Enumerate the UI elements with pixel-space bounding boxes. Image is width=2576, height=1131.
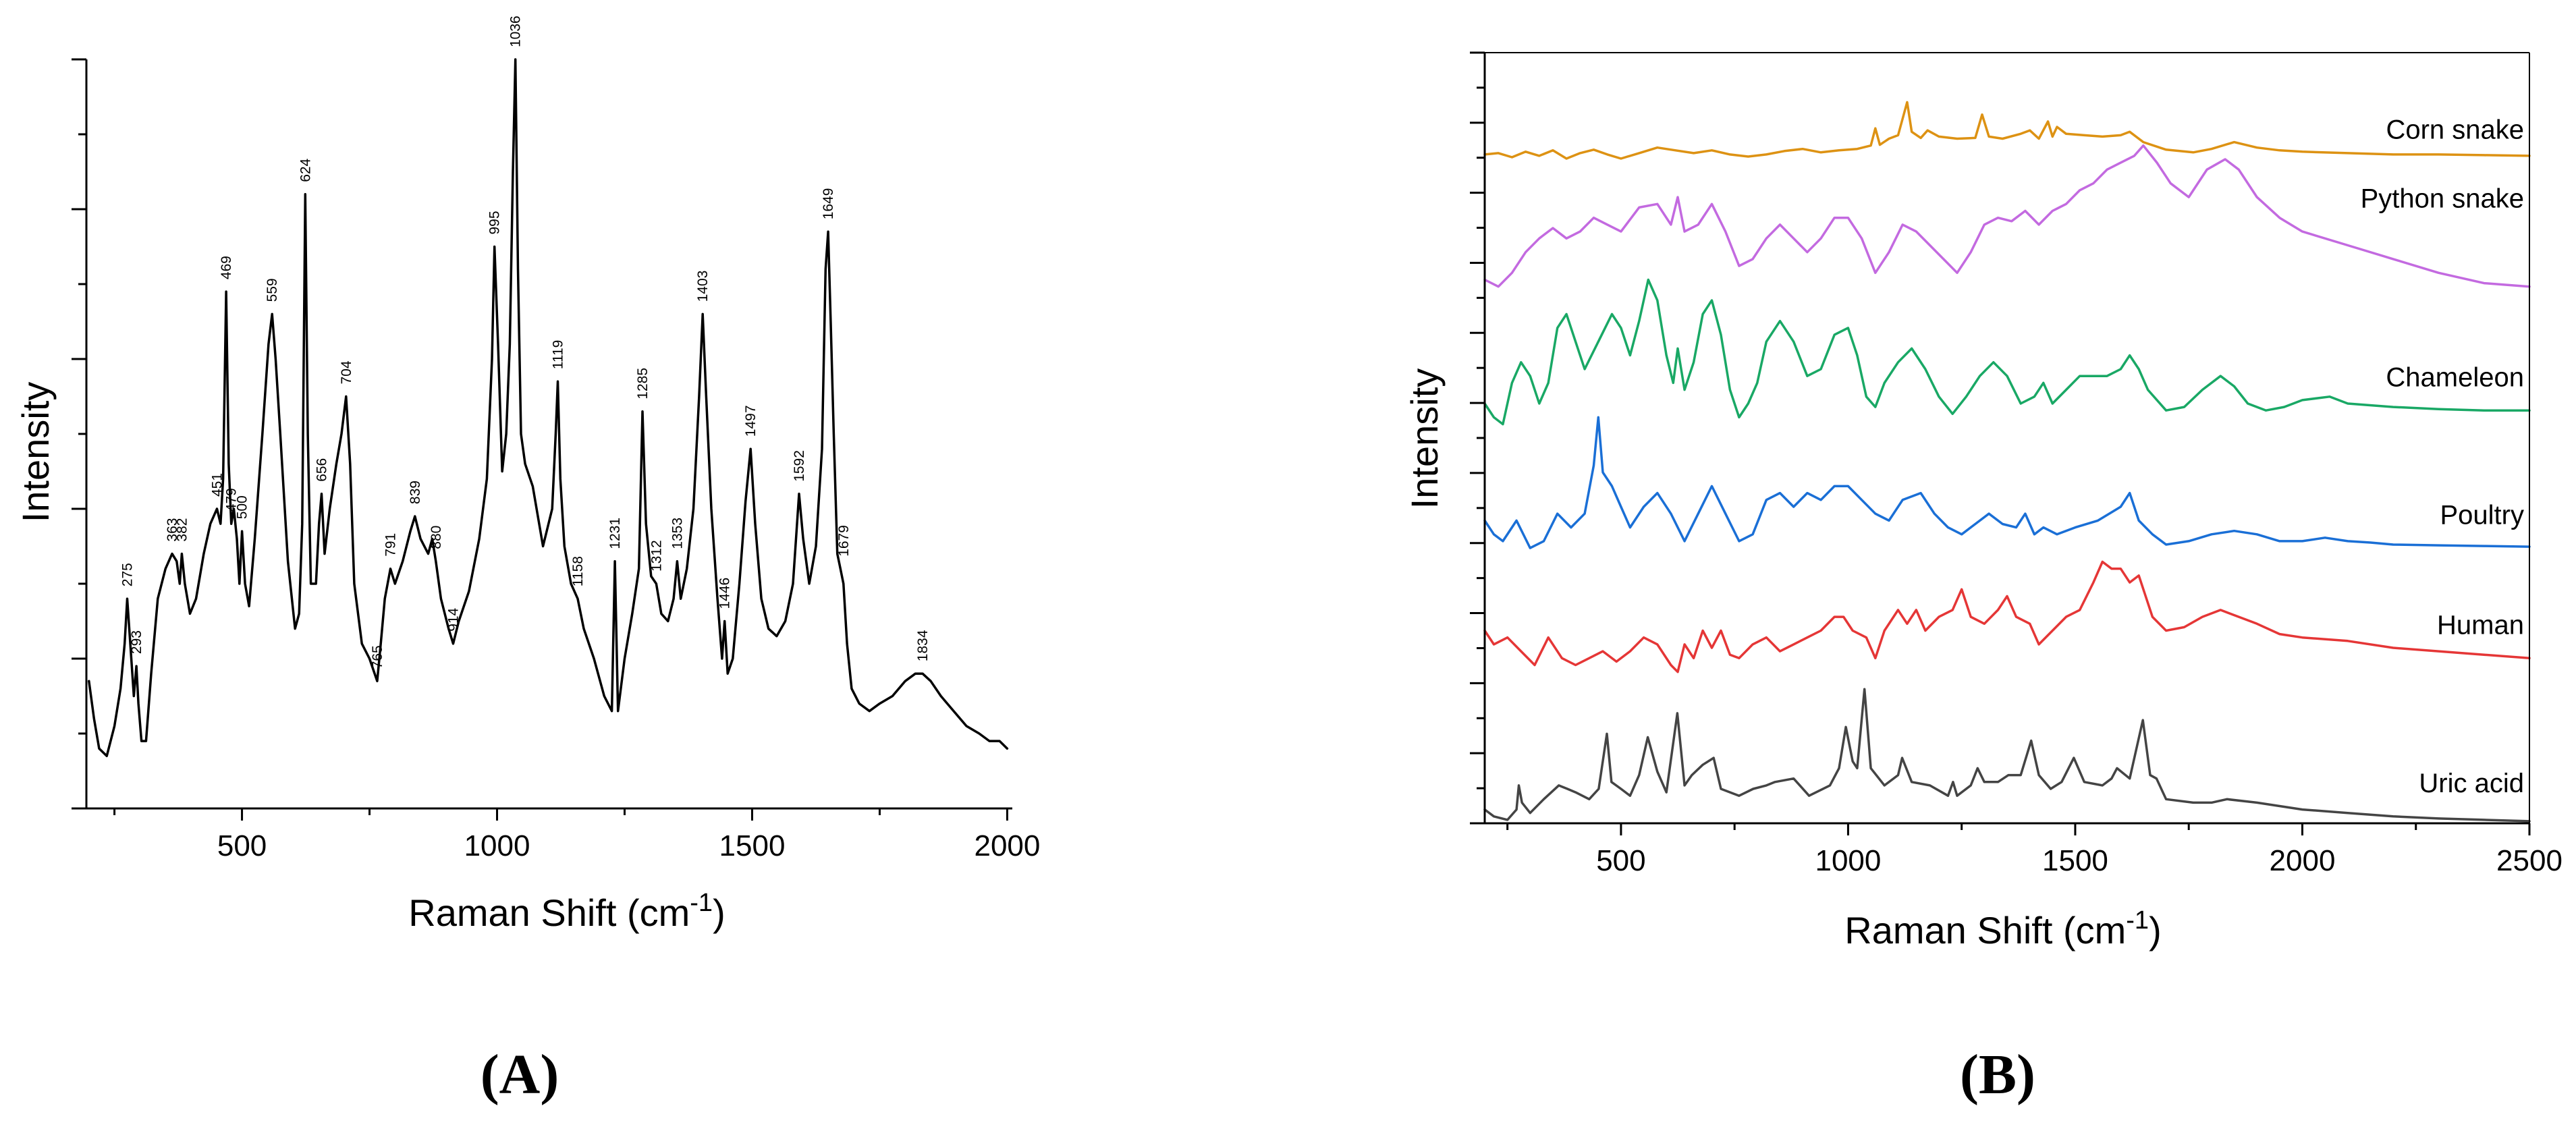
series-label-corn-snake: Corn snake [2386, 115, 2524, 145]
x-tick-label: 500 [217, 829, 267, 862]
series-line-a-spectrum [88, 58, 1009, 758]
peak-label: 1036 [508, 16, 524, 47]
panel-b-chart: Corn snake Python snake Chameleon Poultry Hu… [1403, 51, 2563, 1106]
panel-a-label: (A) [481, 1043, 559, 1106]
peak-label: 839 [408, 480, 423, 504]
peak-label: 1679 [836, 525, 852, 557]
peak-label: 656 [314, 458, 330, 482]
series-label-human: Human [2437, 611, 2524, 640]
x-tick-label: 1000 [1815, 844, 1881, 877]
series-label-uric-acid: Uric acid [2419, 769, 2524, 798]
series-line-corn-snake [1483, 101, 2531, 160]
x-tick-label: 1000 [464, 829, 530, 862]
peak-label: 704 [339, 360, 354, 384]
panel-a-ylabel: Intensity [14, 382, 57, 523]
series-line-human [1483, 560, 2531, 673]
panel-a-chart: 2752933633824514694795005596246567047657… [14, 16, 1040, 1106]
panel-b-series-labels: Corn snake Python snake Chameleon Poultry Hu… [2361, 115, 2524, 799]
panel-a-series-group [88, 58, 1009, 758]
peak-label: 469 [219, 256, 234, 279]
peak-label: 1834 [915, 630, 931, 661]
x-tick-label: 2000 [974, 829, 1040, 862]
panel-b-series-group [1483, 101, 2531, 823]
peak-label: 1353 [669, 518, 685, 549]
series-line-chameleon [1483, 278, 2531, 426]
panel-a-axes: 500 1000 1500 2000 [72, 58, 1040, 862]
peak-label: 1446 [717, 578, 733, 609]
peak-label: 1285 [635, 368, 651, 399]
peak-label: 1403 [695, 271, 711, 302]
peak-label: 1592 [792, 450, 807, 482]
x-tick-label: 1500 [719, 829, 786, 862]
x-tick-label: 1500 [2042, 844, 2108, 877]
peak-label: 293 [129, 630, 144, 654]
panel-a-xlabel: Raman Shift (cm-1) [408, 889, 725, 934]
x-tick-label: 2500 [2496, 844, 2563, 877]
peak-label: 363 [165, 518, 180, 542]
series-line-poultry [1483, 416, 2531, 549]
series-line-python-snake [1483, 144, 2531, 288]
peak-label: 791 [383, 533, 399, 557]
peak-label: 1119 [551, 340, 566, 370]
panel-b-axes: 500 1000 1500 2000 2500 [1470, 51, 2563, 877]
peak-label: 1231 [607, 518, 623, 549]
peak-label: 500 [235, 495, 250, 519]
series-label-poultry: Poultry [2440, 501, 2525, 530]
peak-label: 275 [120, 563, 136, 586]
x-tick-label: 2000 [2270, 844, 2336, 877]
x-tick-label: 500 [1596, 844, 1645, 877]
peak-label: 995 [487, 211, 503, 234]
peak-label: 451 [210, 473, 225, 497]
peak-label: 624 [298, 158, 313, 182]
panel-b-ylabel: Intensity [1403, 368, 1446, 509]
peak-label: 1497 [743, 405, 759, 437]
peak-label: 559 [265, 278, 280, 302]
peak-label: 1649 [821, 188, 836, 220]
peak-label: 479 [224, 488, 240, 512]
series-label-python-snake: Python snake [2361, 184, 2524, 213]
panel-b-xlabel: Raman Shift (cm-1) [1844, 906, 2161, 951]
series-line-uric-acid [1483, 688, 2531, 823]
peak-label: 1158 [570, 556, 586, 586]
series-label-chameleon: Chameleon [2386, 363, 2524, 393]
peak-label: 765 [370, 645, 385, 669]
panel-b-label: (B) [1960, 1043, 2035, 1106]
peak-label: 1312 [649, 540, 664, 572]
peak-label: 382 [174, 518, 190, 542]
